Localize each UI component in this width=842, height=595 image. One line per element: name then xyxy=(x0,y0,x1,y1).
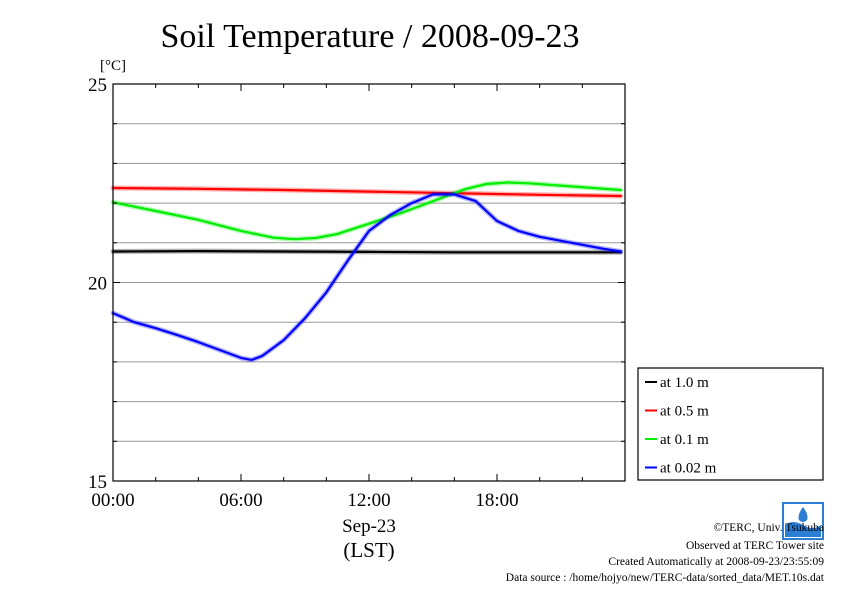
legend-box xyxy=(637,367,824,481)
logo-drop xyxy=(798,507,808,522)
y-tick-label: 20 xyxy=(88,274,107,295)
y-tick-label: 15 xyxy=(88,472,107,493)
series-line xyxy=(111,250,622,254)
legend-label: at 0.5 m xyxy=(660,404,709,420)
axis-ticks: 15 20 25 00:00 06:00 12:00 18:00 xyxy=(88,75,626,511)
x-tick-label: 18:00 xyxy=(475,490,518,511)
credit-created: Created Automatically at 2008-09-23/23:5… xyxy=(608,556,824,568)
series-line xyxy=(111,186,622,198)
terc-logo xyxy=(782,502,824,540)
credit-copyright: ©TERC, Univ. Tsukuba xyxy=(713,522,824,534)
x-axis-label: Sep-23 xyxy=(342,516,396,537)
y-tick-label: 25 xyxy=(88,75,107,96)
credit-observed: Observed at TERC Tower site xyxy=(685,540,824,552)
series-line xyxy=(111,193,622,361)
x-tick-label: 00:00 xyxy=(91,490,134,511)
series-lines xyxy=(110,180,624,363)
x-tick-label: 06:00 xyxy=(219,490,262,511)
x-tick-label: 12:00 xyxy=(347,490,390,511)
legend-label: at 0.02 m xyxy=(660,461,717,477)
legend-label: at 0.1 m xyxy=(660,432,709,448)
series-line xyxy=(111,181,622,241)
logo-band xyxy=(787,529,819,535)
credit-source: Data source : /home/hojyo/new/TERC-data/… xyxy=(505,572,824,584)
legend-label: at 1.0 m xyxy=(660,375,709,391)
legend: at 1.0 m at 0.5 m at 0.1 m at 0.02 m xyxy=(637,367,824,481)
grid xyxy=(113,123,625,442)
x-axis-unit-label: (LST) xyxy=(343,538,394,562)
y-axis-label: [°C] xyxy=(100,58,126,74)
legend-items: at 1.0 m at 0.5 m at 0.1 m at 0.02 m xyxy=(645,375,717,477)
chart-title: Soil Temperature / 2008-09-23 xyxy=(160,18,579,55)
